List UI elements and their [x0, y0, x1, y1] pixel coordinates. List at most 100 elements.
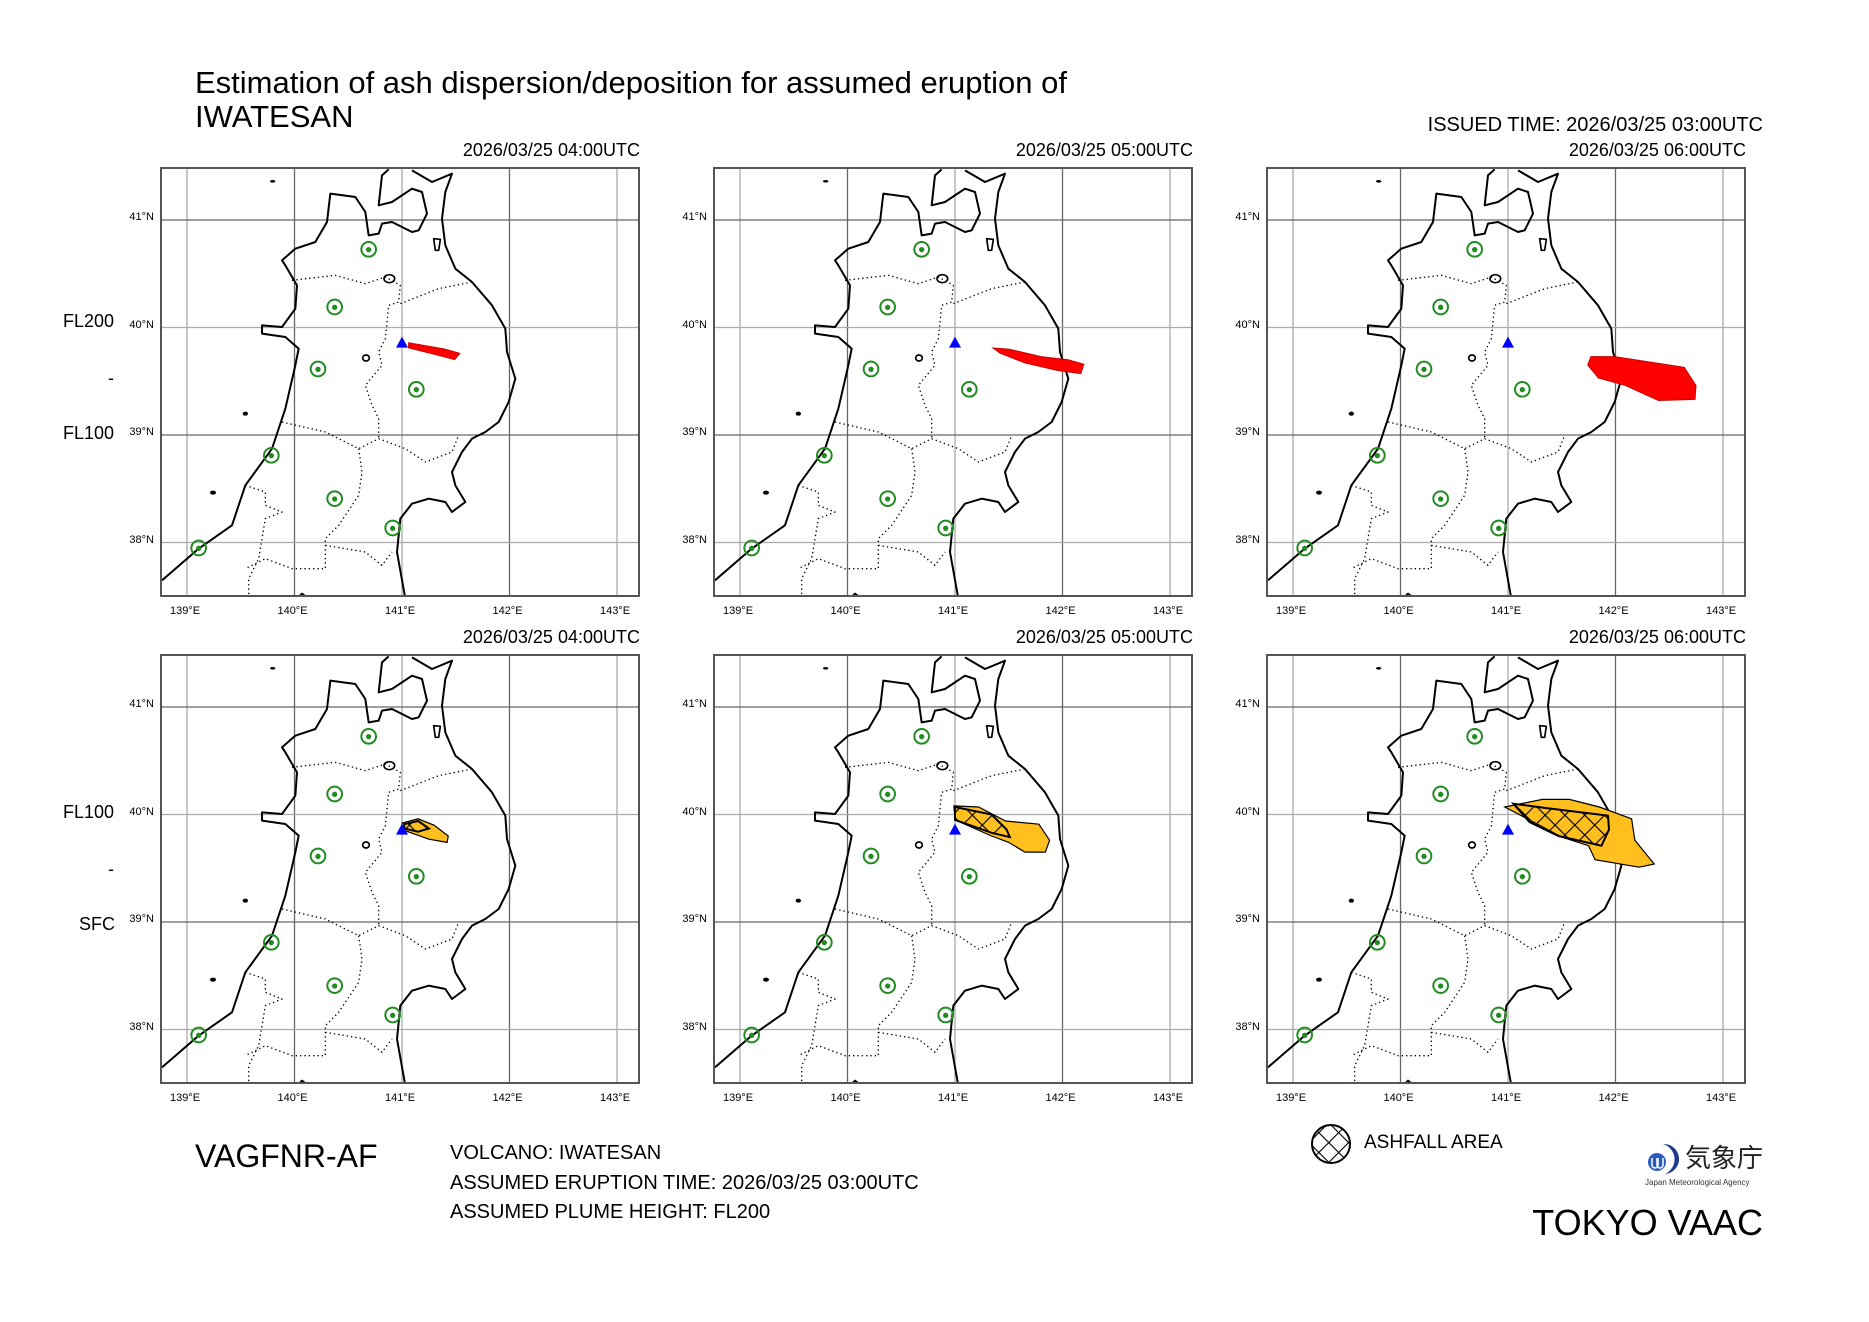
- row2-lower-level: SFC: [79, 914, 115, 934]
- basemap: [1268, 656, 1746, 1084]
- volcano-marker-icon: [396, 823, 408, 835]
- map-panel: 2026/03/25 04:00UTC 41°N 40°N 39°N 38°N 139°E…: [129, 627, 640, 1104]
- lon-tick-label: 142°E: [1598, 605, 1629, 617]
- volcano-marker-icon: [949, 336, 961, 348]
- volcano-name: VOLCANO: IWATESAN: [450, 1142, 662, 1164]
- ash-map: [713, 167, 1193, 597]
- jma-logo-icon: [1648, 1143, 1680, 1174]
- lat-tick-label: 38°N: [129, 533, 154, 546]
- product-code: VAGFNR-AF: [195, 1138, 378, 1174]
- lat-tick-label: 38°N: [129, 1020, 154, 1033]
- vaac-name: TOKYO VAAC: [1532, 1202, 1763, 1243]
- lon-tick-label: 141°E: [1490, 1092, 1522, 1104]
- panel-valid-time: 2026/03/25 04:00UTC: [462, 627, 640, 647]
- lon-tick-label: 139°E: [1275, 1092, 1307, 1104]
- chart-title-line1: Estimation of ash dispersion/deposition …: [195, 65, 1067, 100]
- ash-cloud-area: [991, 347, 1085, 375]
- lon-tick-label: 142°E: [1598, 1092, 1629, 1104]
- lat-tick-label: 39°N: [129, 913, 154, 925]
- lon-tick-label: 140°E: [277, 1092, 308, 1104]
- lat-tick-label: 38°N: [682, 533, 707, 546]
- row1-upper-level: FL200: [63, 311, 115, 331]
- lon-tick-label: 141°E: [384, 1092, 416, 1104]
- volcano-marker-icon: [1502, 336, 1514, 348]
- lon-tick-label: 142°E: [1045, 605, 1076, 617]
- agency-name: Japan Meteorological Agency: [1645, 1178, 1750, 1187]
- lon-tick-label: 142°E: [492, 1092, 523, 1104]
- lon-tick-label: 143°E: [599, 605, 631, 617]
- ash-cloud-area: [1587, 356, 1697, 402]
- lat-tick-label: 40°N: [1235, 805, 1260, 818]
- row1-lower-level: FL100: [63, 423, 115, 443]
- lon-tick-label: 143°E: [1152, 605, 1184, 617]
- lon-tick-label: 140°E: [830, 1092, 861, 1104]
- ash-map: [1266, 167, 1746, 597]
- lon-tick-label: 139°E: [169, 605, 201, 617]
- lon-tick-label: 139°E: [1275, 605, 1307, 617]
- lon-tick-label: 141°E: [937, 1092, 969, 1104]
- basemap: [162, 169, 640, 597]
- ashfall-legend-icon: [1311, 1124, 1351, 1164]
- map-panel: 2026/03/25 06:00UTC 41°N 40°N 39°N 38°N 139°E…: [1235, 627, 1746, 1104]
- lon-tick-label: 140°E: [277, 605, 308, 617]
- volcano-marker-icon: [396, 336, 408, 348]
- eruption-time: ASSUMED ERUPTION TIME: 2026/03/25 03:00U…: [450, 1172, 919, 1194]
- lat-tick-label: 40°N: [129, 318, 154, 331]
- volcano-marker-icon: [949, 823, 961, 835]
- lon-tick-label: 141°E: [937, 605, 969, 617]
- lat-tick-label: 41°N: [1235, 211, 1260, 223]
- lat-tick-label: 39°N: [1235, 426, 1260, 438]
- lat-tick-label: 39°N: [129, 426, 154, 438]
- lon-tick-label: 139°E: [722, 1092, 754, 1104]
- lat-tick-label: 41°N: [129, 698, 154, 710]
- basemap: [162, 656, 640, 1084]
- lat-tick-label: 39°N: [1235, 913, 1260, 925]
- lat-tick-label: 38°N: [1235, 533, 1260, 546]
- row2-separator: -: [108, 859, 114, 879]
- basemap: [715, 656, 1193, 1084]
- lon-tick-label: 142°E: [1045, 1092, 1076, 1104]
- lon-tick-label: 143°E: [1705, 1092, 1737, 1104]
- panel-valid-time: 2026/03/25 04:00UTC: [462, 140, 640, 160]
- basemap: [715, 169, 1193, 597]
- map-panel: 2026/03/25 05:00UTC 41°N 40°N 39°N 38°N 139°E…: [682, 140, 1193, 617]
- map-panel: 2026/03/25 06:00UTC 41°N 40°N 39°N 38°N 139°E…: [1235, 140, 1746, 617]
- ash-cloud-area: [408, 342, 461, 361]
- lon-tick-label: 140°E: [830, 605, 861, 617]
- ashfall-area: [1510, 802, 1611, 847]
- panel-valid-time: 2026/03/25 05:00UTC: [1015, 140, 1193, 160]
- map-panel: 2026/03/25 05:00UTC 41°N 40°N 39°N 38°N 139°E…: [682, 627, 1193, 1104]
- lon-tick-label: 139°E: [722, 605, 754, 617]
- agency-logo-wordmark: 気象庁: [1685, 1144, 1764, 1174]
- volcano-marker-icon: [1502, 823, 1514, 835]
- lon-tick-label: 139°E: [169, 1092, 201, 1104]
- lat-tick-label: 41°N: [682, 211, 707, 223]
- ash-map: [160, 654, 640, 1084]
- lon-tick-label: 140°E: [1383, 1092, 1414, 1104]
- map-panel: 2026/03/25 04:00UTC 41°N 40°N 39°N 38°N 139°E…: [129, 140, 640, 617]
- row1-separator: -: [108, 368, 114, 388]
- lat-tick-label: 40°N: [682, 805, 707, 818]
- lon-tick-label: 141°E: [1490, 605, 1522, 617]
- lat-tick-label: 38°N: [1235, 1020, 1260, 1033]
- lon-tick-label: 143°E: [1705, 605, 1737, 617]
- ash-map: [713, 654, 1193, 1084]
- lon-tick-label: 142°E: [492, 605, 523, 617]
- lat-tick-label: 40°N: [682, 318, 707, 331]
- lat-tick-label: 41°N: [1235, 698, 1260, 710]
- lat-tick-label: 39°N: [682, 913, 707, 925]
- lon-tick-label: 143°E: [1152, 1092, 1184, 1104]
- lat-tick-label: 41°N: [129, 211, 154, 223]
- row2-upper-level: FL100: [63, 802, 115, 822]
- lat-tick-label: 41°N: [682, 698, 707, 710]
- lat-tick-label: 39°N: [682, 426, 707, 438]
- panel-valid-time: 2026/03/25 05:00UTC: [1015, 627, 1193, 647]
- plume-height: ASSUMED PLUME HEIGHT: FL200: [450, 1201, 771, 1223]
- ashfall-area: [954, 805, 1012, 839]
- ash-map: [160, 167, 640, 597]
- chart-title-volcano: IWATESAN: [195, 99, 354, 134]
- lat-tick-label: 40°N: [129, 805, 154, 818]
- lat-tick-label: 38°N: [682, 1020, 707, 1033]
- lon-tick-label: 140°E: [1383, 605, 1414, 617]
- issued-time: ISSUED TIME: 2026/03/25 03:00UTC: [1427, 114, 1763, 136]
